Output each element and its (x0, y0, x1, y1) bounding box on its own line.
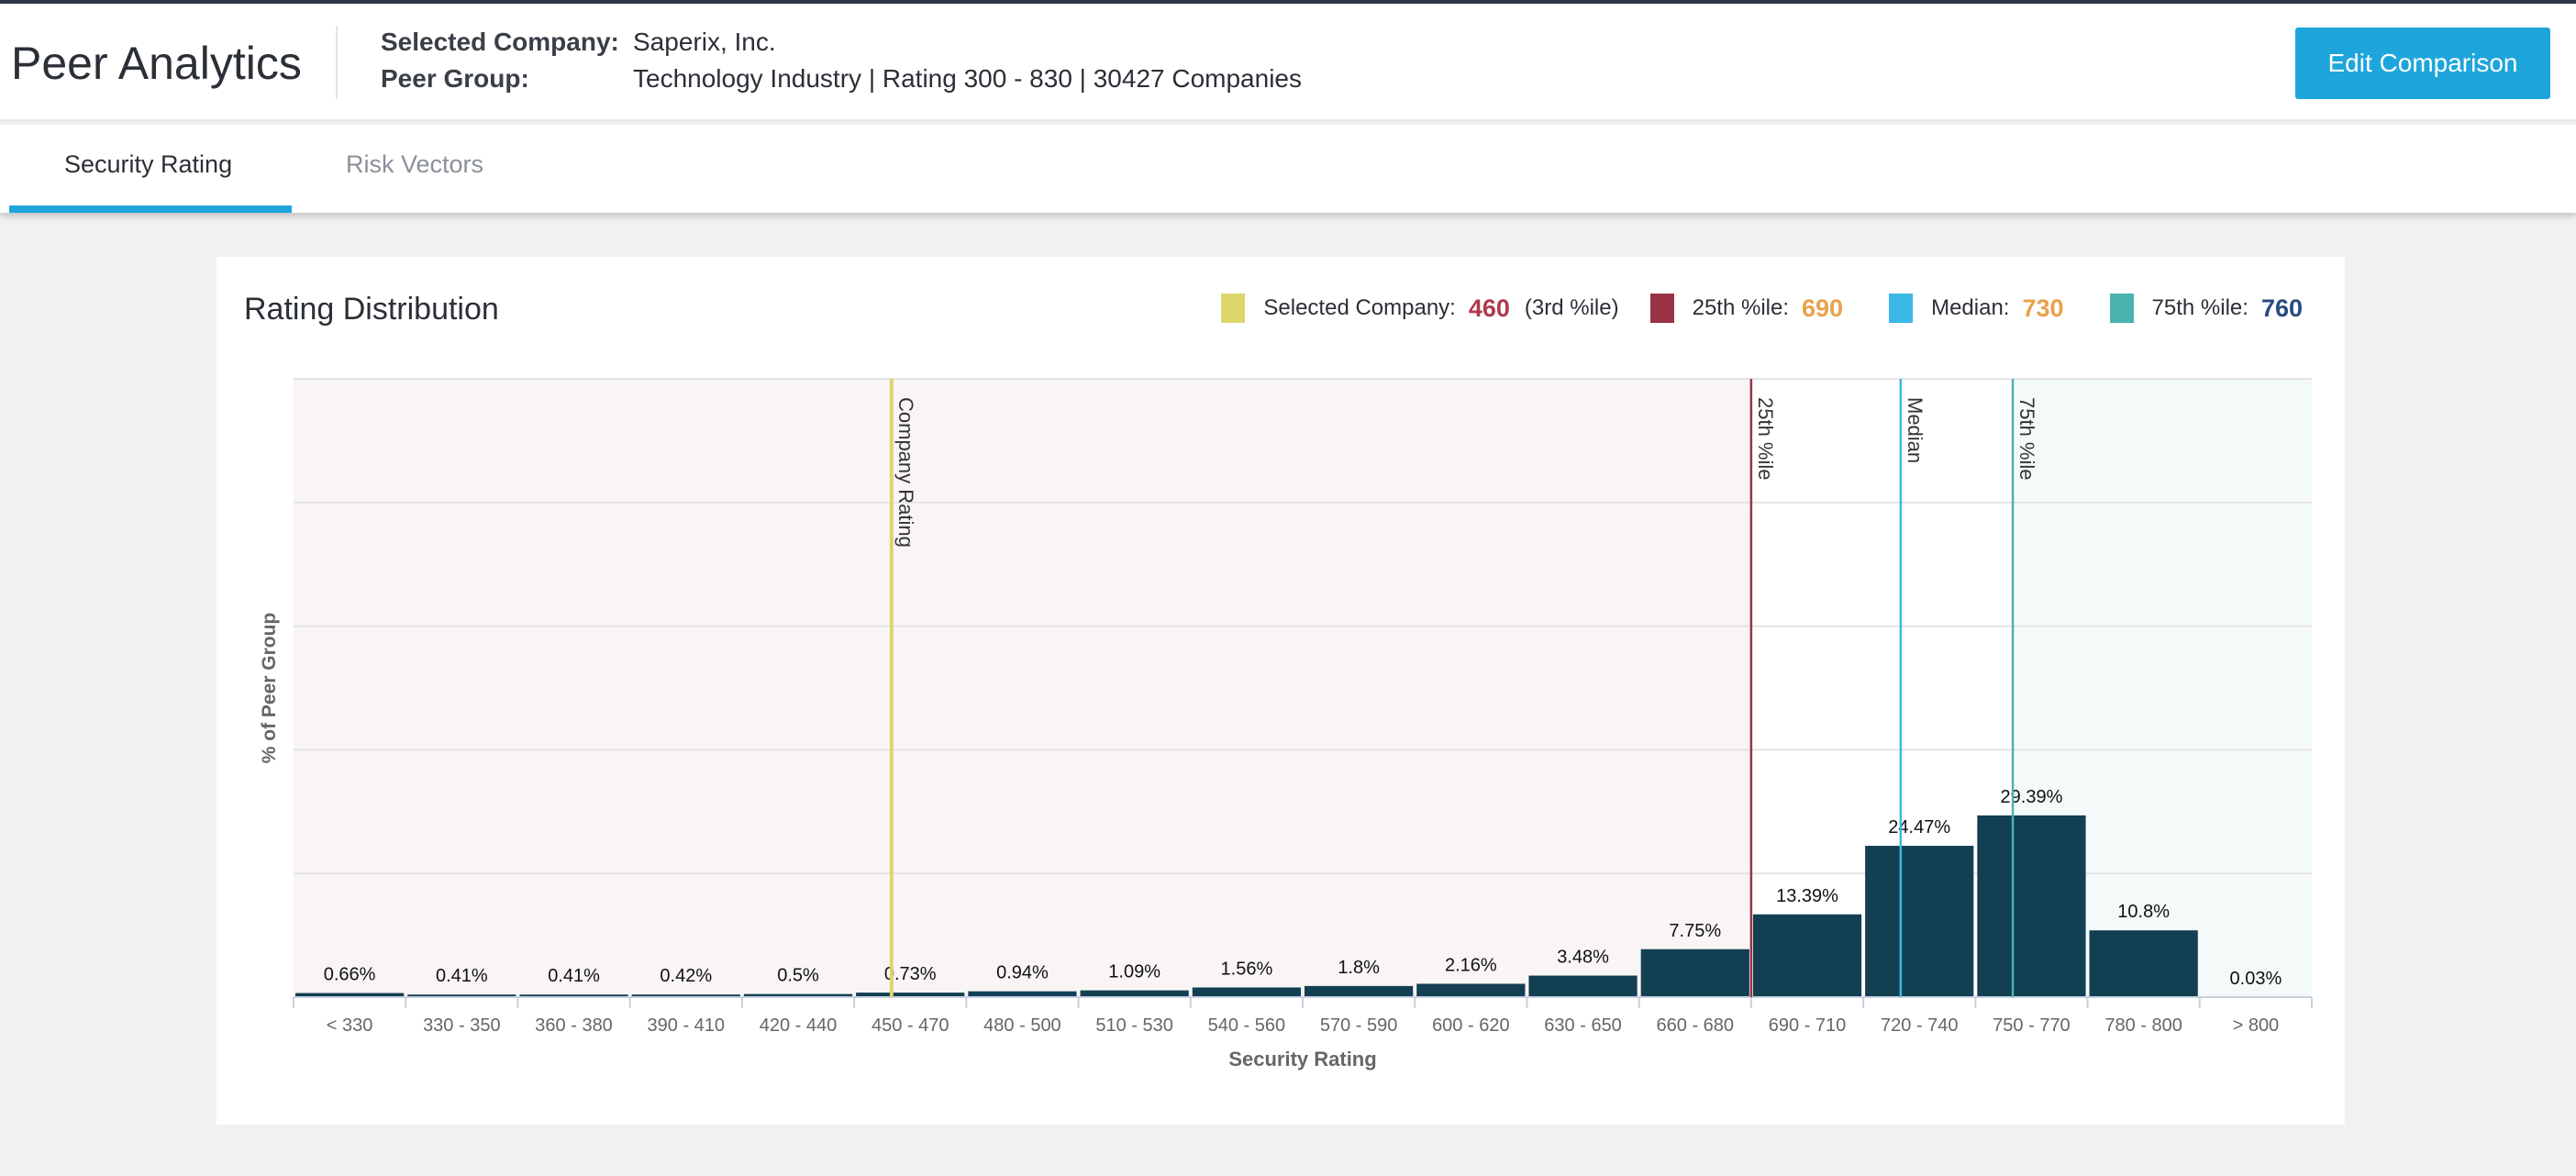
legend-value: 460 (1468, 294, 1510, 322)
marker-label: Company Rating (894, 397, 917, 548)
marker-label: 75th %ile (2015, 397, 2038, 481)
x-tick-label: > 800 (2233, 1015, 2280, 1036)
tab-bar: Security Rating Risk Vectors (0, 125, 2576, 213)
bar (1977, 815, 2086, 997)
bar-data-label: 24.47% (1888, 817, 1950, 838)
x-tick-label: 660 - 680 (1657, 1015, 1735, 1036)
edit-comparison-button[interactable]: Edit Comparison (2295, 28, 2550, 99)
bar-data-label: 13.39% (1776, 886, 1838, 906)
bar (2089, 930, 2198, 997)
bar (1080, 990, 1189, 997)
bar (1192, 987, 1301, 997)
bar (1305, 985, 1414, 997)
x-tick-label: 780 - 800 (2104, 1015, 2182, 1036)
bar-data-label: 0.66% (324, 965, 376, 985)
bar-data-label: 2.16% (1445, 955, 1497, 975)
legend-value: 760 (2260, 294, 2303, 322)
bar-data-label: 1.56% (1221, 959, 1273, 979)
x-tick-label: 720 - 740 (1881, 1015, 1959, 1036)
bar (743, 993, 853, 997)
below-25th-region (294, 379, 1751, 997)
bar-data-label: 1.09% (1108, 962, 1160, 982)
x-tick-label: 600 - 620 (1432, 1015, 1510, 1036)
active-tab-indicator (9, 205, 292, 213)
legend-value: 690 (1802, 294, 1844, 322)
x-tick-label: 630 - 650 (1544, 1015, 1622, 1036)
x-tick-label: 450 - 470 (872, 1015, 949, 1036)
bar (519, 994, 628, 997)
x-tick-label: 750 - 770 (1993, 1015, 2071, 1036)
bar (295, 993, 405, 997)
legend-swatch (1221, 294, 1246, 323)
x-tick-label: 540 - 560 (1208, 1015, 1286, 1036)
bar-data-label: 7.75% (1669, 921, 1721, 941)
legend-swatch (2109, 294, 2134, 323)
x-tick-label: 360 - 380 (535, 1015, 613, 1036)
bar-data-label: 0.41% (436, 966, 488, 986)
bar-data-label: 10.8% (2117, 902, 2170, 922)
legend-item: Median: 730 (1889, 294, 2078, 323)
x-tick-label: 570 - 590 (1320, 1015, 1398, 1036)
bar-data-label: 0.94% (996, 963, 1049, 983)
top-bar (0, 0, 2576, 4)
marker-label: 25th %ile (1754, 397, 1777, 481)
tab-risk-vectors[interactable]: Risk Vectors (346, 150, 484, 178)
card-title: Rating Distribution (244, 292, 499, 327)
bar-data-label: 0.03% (2230, 969, 2282, 989)
page-title: Peer Analytics (11, 38, 302, 89)
bar-data-label: 0.5% (777, 966, 819, 986)
bar (1416, 983, 1526, 997)
page-header: Peer Analytics Selected Company: Saperix… (0, 4, 2576, 122)
bar (1640, 949, 1749, 997)
bar (968, 991, 1077, 997)
legend-value: 730 (2022, 294, 2064, 322)
bar-data-label: 1.8% (1338, 958, 1380, 978)
bar (1865, 846, 1974, 997)
peer-group-label: Peer Group: (381, 64, 529, 93)
x-axis-title: Security Rating (1228, 1048, 1376, 1071)
bar (1752, 914, 1862, 997)
selected-company-label: Selected Company: (381, 28, 619, 56)
x-tick-label: 330 - 350 (423, 1015, 501, 1036)
legend-label: Selected Company: (1263, 295, 1456, 320)
legend-item: 25th %ile: 690 (1649, 294, 1858, 323)
bar-data-label: 29.39% (2001, 787, 2063, 807)
legend-swatch (1649, 294, 1674, 323)
x-tick-label: 510 - 530 (1095, 1015, 1173, 1036)
x-tick-label: < 330 (327, 1015, 373, 1036)
bar (1528, 975, 1638, 997)
bar (631, 994, 740, 997)
tab-security-rating[interactable]: Security Rating (64, 150, 233, 178)
marker-label: Median (1904, 397, 1926, 463)
legend-item: 75th %ile: 760 (2109, 294, 2317, 323)
bar-data-label: 0.73% (884, 964, 937, 984)
legend-extra: (3rd %ile) (1524, 295, 1619, 320)
header-divider (336, 26, 338, 99)
bar (407, 994, 516, 997)
legend-label: 75th %ile: (2151, 295, 2248, 320)
bar-data-label: 3.48% (1557, 948, 1609, 968)
x-tick-label: 390 - 410 (648, 1015, 726, 1036)
legend-label: 25th %ile: (1692, 295, 1790, 320)
peer-group-value: Technology Industry | Rating 300 - 830 |… (633, 64, 1302, 93)
selected-company-value: Saperix, Inc. (633, 28, 776, 56)
bar-data-label: 0.41% (548, 966, 600, 986)
x-tick-label: 480 - 500 (983, 1015, 1061, 1036)
x-tick-label: 690 - 710 (1769, 1015, 1847, 1036)
bar (856, 993, 965, 997)
chart-legend: Selected Company: 460 (3rd %ile) 25th %ile:… (1221, 294, 2317, 323)
legend-swatch (1889, 294, 1914, 323)
y-axis-title: % of Peer Group (259, 613, 280, 764)
bar-data-label: 0.42% (660, 966, 712, 986)
legend-item: Selected Company: 460 (3rd %ile) (1221, 294, 1619, 323)
legend-label: Median: (1931, 295, 2010, 320)
x-tick-label: 420 - 440 (760, 1015, 838, 1036)
